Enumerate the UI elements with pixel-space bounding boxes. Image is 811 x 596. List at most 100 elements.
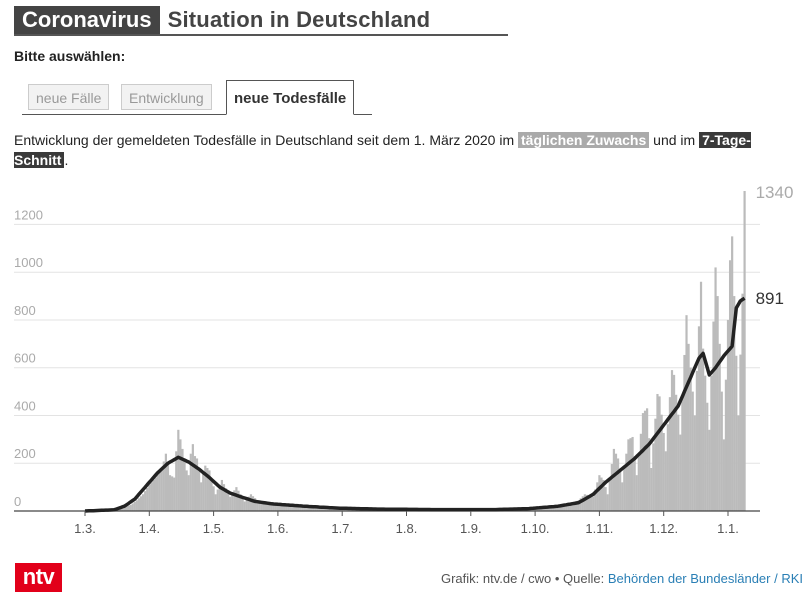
daily-bar: [231, 493, 234, 511]
daily-bar: [577, 500, 580, 511]
daily-bar: [666, 424, 669, 511]
daily-bar: [616, 458, 620, 511]
y-tick-label: 800: [14, 303, 36, 318]
daily-bar: [270, 504, 273, 511]
daily-bar: [224, 488, 228, 511]
x-tick-label: 1.9.: [460, 521, 482, 536]
daily-bar: [191, 444, 194, 511]
footer-source-link[interactable]: Behörden der Bundesländer / RKI: [607, 571, 803, 586]
daily-bar: [548, 507, 551, 511]
daily-bar: [229, 496, 232, 511]
daily-bar: [241, 497, 244, 511]
daily-bar: [575, 500, 578, 511]
daily-bar: [216, 489, 219, 511]
daily-bar: [714, 267, 717, 511]
daily-bar: [204, 465, 207, 511]
daily-bar: [233, 490, 236, 511]
daily-bar: [129, 505, 132, 511]
tab-neue-todesfaelle[interactable]: neue Todesfälle: [226, 80, 355, 115]
daily-bar: [139, 496, 143, 511]
chart-description: Entwicklung der gemeldeten Todesfälle in…: [14, 130, 794, 170]
daily-bar: [125, 506, 128, 511]
daily-bar: [278, 505, 282, 511]
daily-bar: [168, 475, 172, 511]
daily-bar: [631, 436, 634, 511]
daily-bar: [202, 473, 205, 511]
daily-bar: [291, 506, 294, 511]
daily-bar: [274, 505, 277, 511]
daily-bar: [585, 494, 589, 511]
daily-bar: [214, 494, 217, 511]
daily-bar: [318, 507, 321, 511]
daily-bar: [739, 354, 742, 511]
daily-bar: [569, 502, 572, 511]
daily-bar: [316, 507, 319, 511]
daily-bar: [604, 487, 607, 511]
daily-bar: [189, 453, 192, 511]
daily-bar: [602, 479, 605, 511]
daily-bar: [195, 458, 199, 511]
daily-bar: [670, 370, 674, 511]
daily-bar: [660, 414, 663, 511]
daily-bar: [301, 506, 304, 511]
footer-credit-text: Grafik: ntv.de / cwo • Quelle:: [440, 571, 608, 586]
daily-bar: [637, 454, 640, 511]
daily-bar: [133, 501, 136, 511]
daily-bar: [587, 495, 591, 511]
daily-bar: [146, 487, 149, 511]
daily-bar: [558, 505, 562, 511]
daily-bar: [600, 477, 603, 511]
daily-bar: [633, 456, 636, 511]
daily-bar: [222, 484, 226, 511]
daily-bar: [567, 503, 570, 511]
daily-bar: [220, 479, 223, 511]
daily-bar: [127, 505, 130, 511]
daily-bar: [307, 507, 311, 511]
y-tick-label: 200: [14, 446, 36, 461]
daily-bar: [237, 490, 240, 511]
tab-neue-faelle[interactable]: neue Fälle: [28, 84, 110, 110]
daily-bar: [629, 438, 632, 511]
daily-bar: [668, 397, 672, 511]
daily-bar: [276, 505, 279, 511]
daily-bar: [710, 375, 713, 511]
daily-bar: [681, 394, 684, 511]
tab-entwicklung[interactable]: Entwicklung: [121, 84, 212, 110]
daily-bar: [733, 296, 736, 511]
daily-bar: [635, 475, 638, 511]
daily-bar: [320, 507, 323, 511]
daily-bar: [704, 375, 707, 511]
daily-bar: [606, 494, 609, 511]
daily-bar: [183, 459, 186, 511]
y-tick-label: 1000: [14, 255, 43, 270]
daily-bar: [210, 478, 213, 511]
daily-bar: [735, 355, 738, 511]
daily-bar: [212, 486, 215, 511]
daily-bar: [330, 508, 333, 511]
end-label-7day: 891: [756, 289, 784, 308]
daily-bar: [654, 418, 657, 511]
y-tick-label: 600: [14, 351, 36, 366]
daily-bar: [171, 476, 174, 511]
daily-bar: [718, 343, 721, 511]
daily-bar: [314, 507, 317, 511]
seven-day-average-line: [84, 296, 746, 513]
daily-bar: [253, 498, 257, 511]
daily-bar: [309, 507, 313, 511]
daily-bar: [218, 484, 221, 511]
daily-bar: [720, 391, 723, 511]
daily-bar: [162, 461, 165, 511]
desc-text-middle: und im: [649, 132, 700, 148]
daily-bar: [154, 477, 157, 511]
daily-bar: [208, 470, 211, 511]
daily-bar: [612, 448, 616, 511]
daily-bar: [594, 489, 597, 511]
daily-bar: [262, 504, 265, 511]
daily-bar: [652, 443, 655, 511]
daily-bar: [565, 504, 568, 511]
daily-bar: [295, 506, 298, 511]
daily-bar: [243, 501, 246, 511]
daily-bar: [328, 508, 331, 511]
daily-bar: [641, 413, 645, 511]
daily-bar: [689, 367, 692, 511]
